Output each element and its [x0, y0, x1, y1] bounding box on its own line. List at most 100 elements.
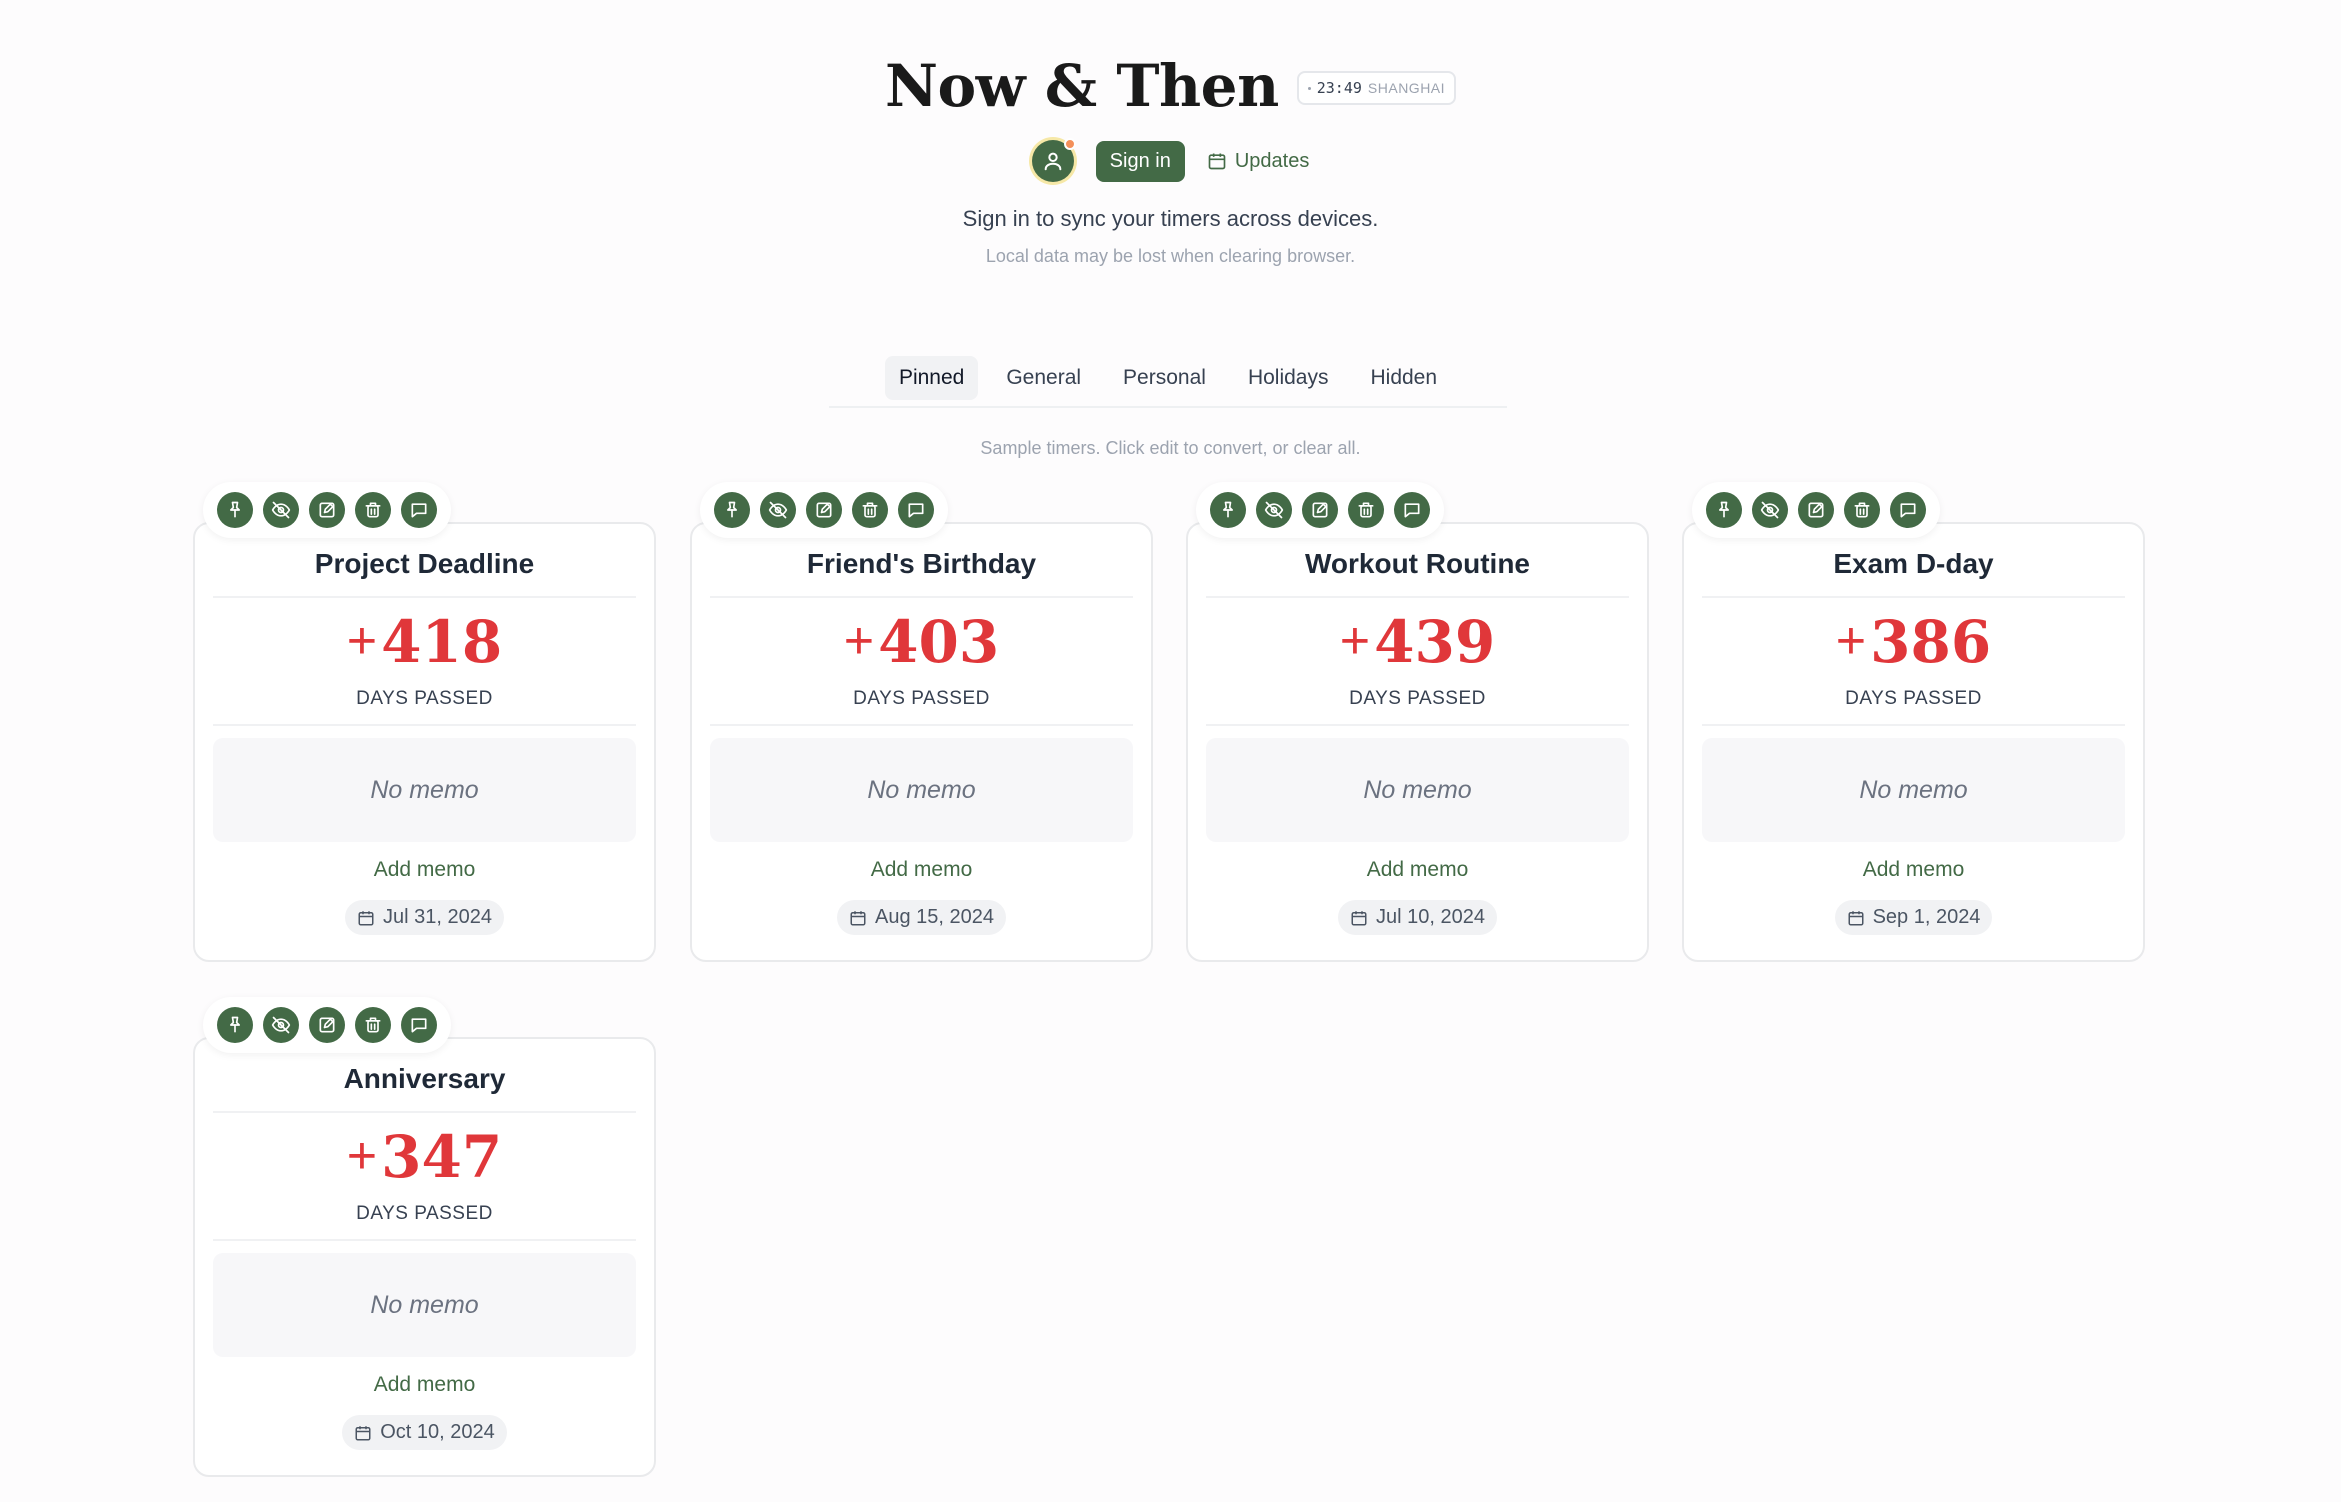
- comment-button[interactable]: [401, 1007, 437, 1043]
- tab-holidays[interactable]: Holidays: [1247, 366, 1329, 389]
- divider: [710, 596, 1133, 598]
- add-memo-button[interactable]: Add memo: [373, 858, 476, 881]
- card-title: Project Deadline: [314, 548, 535, 579]
- eye-off-button[interactable]: [1752, 492, 1788, 528]
- divider: [213, 724, 636, 726]
- trash-icon: [1854, 502, 1870, 518]
- trash-button[interactable]: [1844, 492, 1880, 528]
- date-pill: Oct 10, 2024: [342, 1415, 507, 1450]
- card-toolbar: [203, 997, 451, 1053]
- trash-button[interactable]: [355, 1007, 391, 1043]
- trash-icon: [862, 502, 878, 518]
- count-sign: +: [843, 612, 875, 670]
- edit-button[interactable]: [309, 492, 345, 528]
- sample-timers-note: Sample timers. Click edit to convert, or…: [980, 438, 1361, 458]
- tab-hidden[interactable]: Hidden: [1370, 366, 1438, 389]
- divider: [1702, 724, 2125, 726]
- pin-button[interactable]: [1210, 492, 1246, 528]
- edit-button[interactable]: [1798, 492, 1834, 528]
- pin-button[interactable]: [1706, 492, 1742, 528]
- divider: [710, 724, 1133, 726]
- tab-personal[interactable]: Personal: [1123, 366, 1206, 389]
- date-text: Jul 31, 2024: [383, 906, 492, 928]
- card-title: Friend's Birthday: [806, 548, 1037, 579]
- date-text: Jul 10, 2024: [1376, 906, 1485, 928]
- eye-off-icon: [271, 501, 291, 519]
- edit-button[interactable]: [309, 1007, 345, 1043]
- trash-button[interactable]: [1348, 492, 1384, 528]
- days-passed-label: DAYS PASSED: [356, 1203, 493, 1224]
- clock-badge: 23:49 SHANGHAI: [1296, 71, 1457, 105]
- trash-button[interactable]: [852, 492, 888, 528]
- day-count: +386: [1684, 608, 2143, 676]
- tab-general[interactable]: General: [1006, 366, 1082, 389]
- updates-link[interactable]: Updates: [1207, 149, 1310, 173]
- trash-icon: [365, 502, 381, 518]
- add-memo-button[interactable]: Add memo: [1862, 858, 1965, 881]
- day-count: +403: [692, 608, 1151, 676]
- card-title: Exam D-day: [1833, 548, 1994, 579]
- comment-icon: [908, 503, 924, 518]
- pin-button[interactable]: [217, 1007, 253, 1043]
- trash-button[interactable]: [355, 492, 391, 528]
- pin-icon: [727, 501, 737, 518]
- tab-pinned[interactable]: Pinned: [884, 356, 979, 400]
- add-memo-button[interactable]: Add memo: [1366, 858, 1469, 881]
- calendar-icon: [1208, 153, 1226, 170]
- comment-button[interactable]: [401, 492, 437, 528]
- add-memo-button[interactable]: Add memo: [373, 1373, 476, 1396]
- edit-icon: [319, 502, 335, 518]
- day-count: +347: [195, 1123, 654, 1191]
- count-number: 386: [1870, 608, 1992, 676]
- timer-card[interactable]: Friend's Birthday +403 DAYS PASSED No me…: [690, 482, 1153, 962]
- eye-off-icon: [271, 1016, 291, 1034]
- days-passed-label: DAYS PASSED: [1349, 688, 1486, 709]
- comment-button[interactable]: [1394, 492, 1430, 528]
- edit-icon: [816, 502, 832, 518]
- day-count: +418: [195, 608, 654, 676]
- eye-off-button[interactable]: [263, 1007, 299, 1043]
- timer-card[interactable]: Workout Routine +439 DAYS PASSED No memo…: [1186, 482, 1649, 962]
- clock-city: SHANGHAI: [1367, 80, 1446, 96]
- pin-button[interactable]: [714, 492, 750, 528]
- card-toolbar: [700, 482, 948, 538]
- timer-card[interactable]: Exam D-day +386 DAYS PASSED No memo Add …: [1682, 482, 2145, 962]
- card-toolbar: [1692, 482, 1940, 538]
- memo-box: No memo: [213, 738, 636, 842]
- category-tabs: Pinned General Personal Holidays Hidden: [829, 350, 1507, 408]
- memo-box: No memo: [213, 1253, 636, 1357]
- card-title: Anniversary: [343, 1063, 506, 1094]
- count-sign: +: [346, 612, 378, 670]
- add-memo-button[interactable]: Add memo: [870, 858, 973, 881]
- comment-button[interactable]: [1890, 492, 1926, 528]
- eye-off-button[interactable]: [1256, 492, 1292, 528]
- calendar-icon: [850, 910, 866, 925]
- divider: [1206, 596, 1629, 598]
- pin-button[interactable]: [217, 492, 253, 528]
- date-pill: Jul 10, 2024: [1338, 900, 1497, 935]
- date-pill: Aug 15, 2024: [837, 900, 1006, 935]
- eye-off-icon: [1264, 501, 1284, 519]
- timer-card[interactable]: Anniversary +347 DAYS PASSED No memo Add…: [193, 997, 656, 1477]
- timer-card[interactable]: Project Deadline +418 DAYS PASSED No mem…: [193, 482, 656, 962]
- edit-button[interactable]: [806, 492, 842, 528]
- date-text: Oct 10, 2024: [380, 1421, 495, 1443]
- eye-off-button[interactable]: [760, 492, 796, 528]
- calendar-icon: [1848, 910, 1864, 925]
- sign-in-button[interactable]: Sign in: [1095, 140, 1185, 182]
- days-passed-label: DAYS PASSED: [356, 688, 493, 709]
- avatar[interactable]: [1031, 138, 1076, 182]
- comment-icon: [411, 1018, 427, 1033]
- eye-off-button[interactable]: [263, 492, 299, 528]
- divider: [213, 1239, 636, 1241]
- pin-icon: [230, 501, 240, 518]
- comment-button[interactable]: [898, 492, 934, 528]
- date-pill: Jul 31, 2024: [345, 900, 504, 935]
- divider: [213, 596, 636, 598]
- clock-dot-icon: [1307, 86, 1311, 90]
- eye-off-icon: [768, 501, 788, 519]
- sync-text: Sign in to sync your timers across devic…: [962, 206, 1379, 231]
- edit-button[interactable]: [1302, 492, 1338, 528]
- divider: [1206, 724, 1629, 726]
- updates-label: Updates: [1234, 149, 1310, 172]
